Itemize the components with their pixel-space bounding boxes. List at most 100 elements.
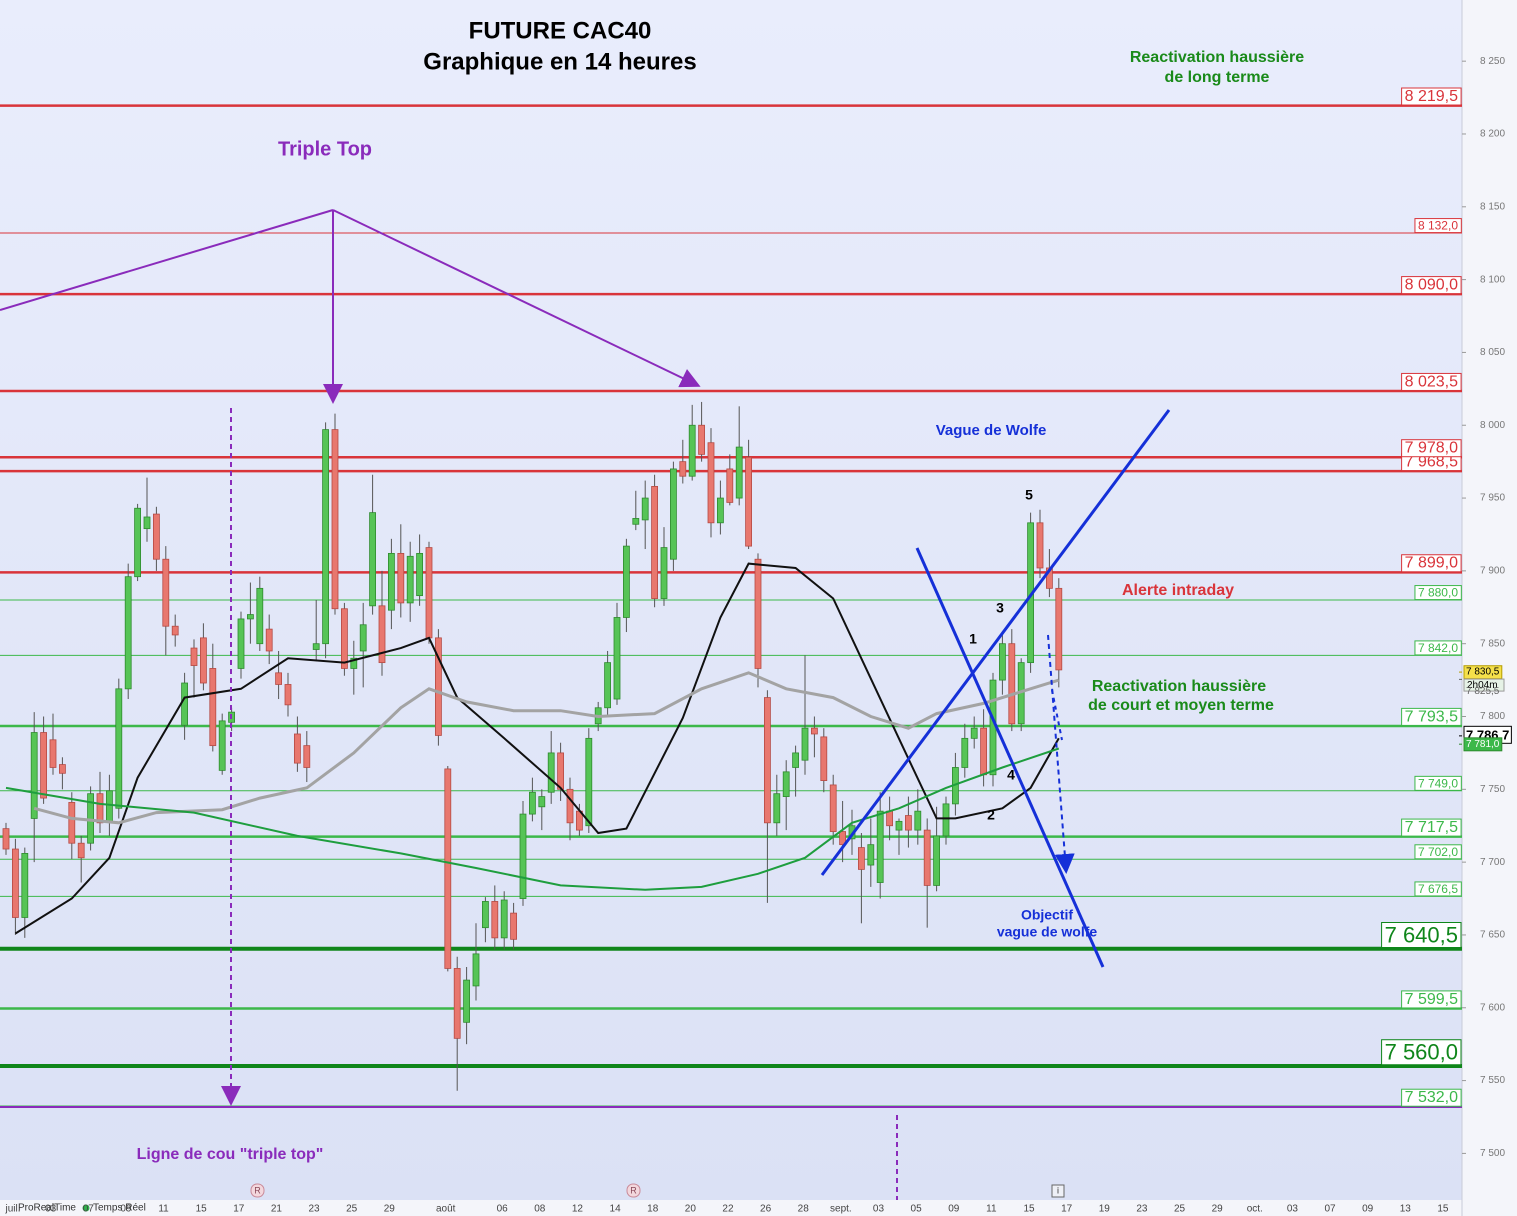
candle-body (237, 618, 245, 669)
x-tick-label: 08 (534, 1204, 546, 1215)
wolfe-line (820, 409, 1171, 876)
level-label-box (1401, 554, 1462, 573)
candle-body (331, 429, 339, 610)
candle-body (284, 684, 292, 706)
level-label: 7 749,0 (1418, 776, 1458, 790)
x-tick-label: 25 (346, 1204, 358, 1215)
level-label-box (1401, 990, 1462, 1009)
candle-body (717, 497, 724, 524)
candle-body (1036, 522, 1044, 569)
x-tick-label: oct. (1247, 1204, 1263, 1215)
candle-body (40, 732, 47, 799)
y-tick-label: 7 850 (1480, 638, 1505, 649)
y-tick-label: 8 200 (1480, 129, 1505, 140)
level-label: 8 132,0 (1418, 219, 1458, 233)
level-label: 7 717,5 (1405, 819, 1458, 836)
candle-body (519, 813, 527, 899)
drawings (0, 209, 1462, 1200)
y-tick-label: 8 050 (1480, 347, 1505, 358)
annotation: Alerte intraday (1122, 582, 1234, 599)
candle-body (923, 829, 931, 886)
candle-body (623, 545, 630, 618)
x-tick-label: 03 (873, 1204, 885, 1215)
x-tick-label: 26 (760, 1204, 772, 1215)
level-label-box (1414, 640, 1462, 656)
candle-body (416, 552, 424, 597)
candle-body (397, 552, 405, 604)
marker-badge[interactable] (1051, 1184, 1065, 1198)
wave-label: 1 (969, 631, 977, 647)
candle-body (218, 720, 226, 771)
marker-badge[interactable] (626, 1183, 641, 1198)
candle-body (961, 737, 969, 768)
x-axis-background (0, 1200, 1462, 1216)
candle-body (2, 828, 10, 850)
candle-body (106, 790, 113, 822)
axis-background (1462, 0, 1517, 1216)
price-tag: 7 825,5 (1466, 686, 1500, 697)
marker[interactable]: i (1057, 1185, 1059, 1195)
level-label-box (1401, 1088, 1462, 1107)
candle-body (914, 810, 922, 831)
marker[interactable]: R (254, 1185, 261, 1195)
candle-body (491, 901, 499, 939)
candle-body (970, 727, 978, 739)
candle-body (679, 461, 687, 477)
candle-body (143, 516, 151, 530)
candle-body (171, 625, 179, 636)
marker-badge[interactable] (250, 1183, 265, 1198)
y-tick-label: 7 800 (1480, 711, 1505, 722)
y-tick-label: 7 950 (1480, 493, 1505, 504)
status-dot (82, 1204, 90, 1212)
candle-body (782, 771, 790, 798)
candle-body (293, 733, 301, 764)
x-tick-label: sept. (830, 1204, 852, 1215)
wolfe-dash (1051, 689, 1063, 741)
moving-average (33, 671, 1060, 825)
annotations: FUTURE CAC40 Graphique en 14 heures Trip… (137, 17, 1305, 1163)
candle-body (246, 614, 254, 620)
x-tick-label: 11 (158, 1204, 169, 1215)
level-label-box (1381, 1039, 1462, 1066)
x-tick-label: 09 (1362, 1204, 1374, 1215)
annotation: Vague de Wolfe (936, 422, 1047, 439)
candle-body (190, 647, 198, 666)
candle-body (77, 842, 85, 859)
candle-body (735, 446, 743, 499)
price-tag: 7 781,0 (1466, 739, 1500, 750)
level-label: 8 023,5 (1405, 373, 1458, 390)
level-label: 8 090,0 (1405, 277, 1458, 294)
candle-body (641, 497, 649, 521)
wave-label: 4 (1007, 767, 1015, 783)
level-labels: 8 219,5 8 132,0 8 090,0 8 023,5 7 968,57 978… (1381, 87, 1462, 1107)
x-tick-label: 18 (647, 1204, 659, 1215)
candle-body (199, 637, 207, 684)
x-tick-label: 25 (1174, 1204, 1186, 1215)
x-tick-label: 28 (798, 1204, 810, 1215)
y-tick-label: 7 500 (1480, 1148, 1505, 1159)
candle-body (124, 576, 132, 690)
candle-body (999, 643, 1006, 681)
moving-averages (5, 562, 1060, 935)
candle-body (754, 558, 762, 669)
x-tick-label: 23 (1136, 1204, 1148, 1215)
marker[interactable]: R (630, 1185, 637, 1195)
annotation: de long terme (1165, 69, 1270, 86)
level-label: 7 899,0 (1405, 555, 1458, 572)
countdown-box (1463, 678, 1505, 692)
wave-label: 3 (996, 600, 1004, 616)
candle-body (463, 979, 471, 1023)
level-label: 7 640,5 (1385, 922, 1458, 947)
x-tick-label: août (436, 1204, 456, 1215)
y-tick-label: 8 100 (1480, 274, 1505, 285)
x-tick-label: 06 (497, 1204, 509, 1215)
level-label: 7 880,0 (1418, 586, 1458, 600)
candle-body (472, 953, 480, 987)
level-label: 7 560,0 (1385, 1040, 1458, 1065)
brand: ProRealTime (18, 1203, 76, 1214)
x-tick-label: 22 (722, 1204, 734, 1215)
candle-body (529, 791, 536, 815)
x-tick-label: 03 (1287, 1204, 1299, 1215)
level-label-box (1414, 585, 1462, 601)
x-tick-label: 03 (45, 1204, 57, 1215)
